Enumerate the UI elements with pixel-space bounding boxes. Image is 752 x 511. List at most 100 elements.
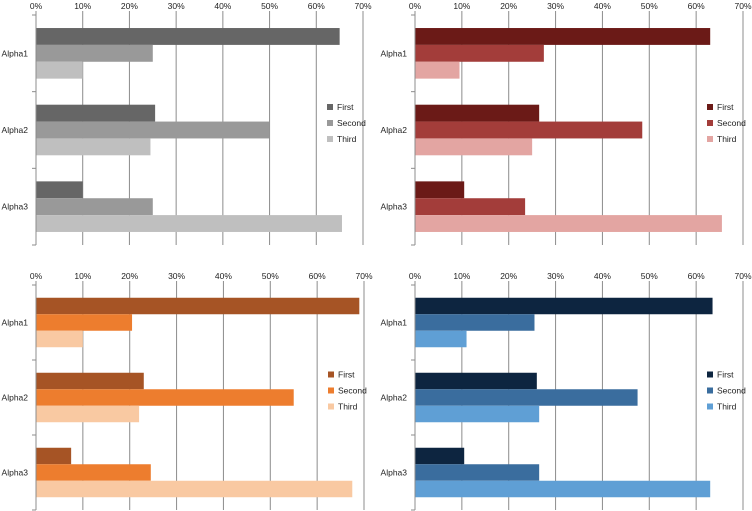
bar: [415, 389, 638, 406]
category-label: Alpha3: [381, 468, 408, 478]
legend-swatch: [327, 104, 333, 110]
legend-label: First: [338, 370, 355, 380]
bar: [415, 405, 540, 423]
bar: [415, 121, 643, 139]
legend-label: First: [717, 102, 734, 112]
legend: First Second Third: [707, 370, 746, 412]
bar: [36, 297, 360, 315]
category-label: Alpha1: [381, 48, 408, 58]
legend-swatch: [327, 136, 333, 142]
x-tick-label: 20%: [500, 271, 517, 281]
bar: [36, 28, 340, 45]
x-tick-label: 20%: [121, 1, 138, 11]
legend-swatch: [707, 136, 713, 142]
x-tick-label: 20%: [500, 1, 517, 11]
bar: [415, 104, 540, 122]
bar: [415, 44, 544, 62]
legend-label: Second: [338, 386, 367, 396]
legend-label: Third: [717, 402, 737, 412]
legend-swatch: [328, 371, 334, 378]
x-tick-label: 40%: [215, 271, 232, 281]
x-tick-label: 20%: [121, 271, 138, 281]
legend-label: Second: [337, 118, 366, 128]
bar: [36, 330, 83, 348]
x-tick-label: 10%: [453, 271, 470, 281]
x-tick-label: 70%: [734, 271, 751, 281]
legend-swatch: [707, 387, 713, 394]
chart-panel-3: 0% 10% 20% 30% 40% 50% 60% 70% Alpha1 Alpha2 Alpha…: [2, 271, 373, 511]
legend-swatch: [707, 403, 713, 410]
bar: [36, 389, 294, 406]
bar: [415, 480, 711, 498]
category-label: Alpha1: [2, 318, 29, 328]
x-tick-label: 0%: [30, 271, 43, 281]
bar: [36, 464, 151, 481]
bar: [415, 314, 535, 331]
x-tick-label: 70%: [355, 271, 372, 281]
bar: [36, 480, 353, 498]
legend: First Second Third: [707, 102, 746, 144]
bar: [415, 28, 711, 45]
bar: [415, 61, 460, 79]
x-tick-label: 60%: [309, 271, 326, 281]
legend-label: Second: [717, 118, 746, 128]
legend-label: Third: [337, 134, 357, 144]
x-tick-label: 30%: [547, 1, 564, 11]
bar: [415, 372, 537, 390]
bar: [415, 330, 467, 348]
chart-panel-2: 0% 10% 20% 30% 40% 50% 60% 70% Alpha1 Alpha2 Alpha…: [381, 1, 752, 246]
legend-swatch: [707, 371, 713, 378]
legend: First Second Third: [328, 370, 367, 412]
category-label: Alpha2: [381, 125, 408, 135]
legend-label: Third: [717, 134, 737, 144]
bar: [36, 198, 153, 216]
chart-panel-4: 0% 10% 20% 30% 40% 50% 60% 70% Alpha1 Alpha2 Alpha…: [381, 271, 752, 511]
x-tick-label: 50%: [641, 1, 658, 11]
bar: [36, 215, 342, 232]
bar: [415, 297, 713, 315]
category-label: Alpha3: [2, 202, 29, 212]
x-tick-label: 0%: [409, 271, 422, 281]
x-tick-label: 40%: [594, 271, 611, 281]
x-tick-label: 50%: [262, 271, 279, 281]
legend-swatch: [328, 403, 334, 410]
x-tick-label: 10%: [453, 1, 470, 11]
legend-label: First: [717, 370, 734, 380]
legend-swatch: [707, 120, 713, 126]
bar: [36, 447, 72, 465]
bar: [415, 447, 465, 465]
x-tick-label: 30%: [547, 271, 564, 281]
bar: [36, 104, 156, 122]
x-tick-label: 50%: [641, 271, 658, 281]
bar: [36, 314, 133, 331]
category-label: Alpha1: [2, 48, 29, 58]
bar: [36, 61, 83, 79]
category-label: Alpha2: [381, 393, 408, 403]
legend-label: First: [337, 102, 354, 112]
x-tick-label: 10%: [74, 271, 91, 281]
legend: First Second Third: [327, 102, 366, 144]
x-tick-label: 0%: [30, 1, 43, 11]
legend-label: Second: [717, 386, 746, 396]
x-tick-label: 10%: [74, 1, 91, 11]
category-label: Alpha2: [2, 393, 29, 403]
legend-swatch: [328, 387, 334, 394]
bar: [415, 181, 465, 199]
bar: [415, 198, 526, 216]
x-tick-label: 60%: [688, 1, 705, 11]
bar: [415, 464, 540, 481]
x-tick-label: 0%: [409, 1, 422, 11]
chart-panel-1: 0% 10% 20% 30% 40% 50% 60% 70% Alpha1 Alpha2 Alpha…: [2, 1, 372, 246]
category-label: Alpha2: [2, 125, 29, 135]
legend-label: Third: [338, 402, 358, 412]
bar: [415, 138, 533, 156]
x-tick-label: 70%: [734, 1, 751, 11]
x-tick-label: 40%: [214, 1, 231, 11]
legend-swatch: [707, 104, 713, 110]
x-tick-label: 50%: [261, 1, 278, 11]
x-tick-label: 60%: [308, 1, 325, 11]
category-label: Alpha3: [2, 468, 29, 478]
bar: [36, 44, 153, 62]
bar: [36, 138, 151, 156]
